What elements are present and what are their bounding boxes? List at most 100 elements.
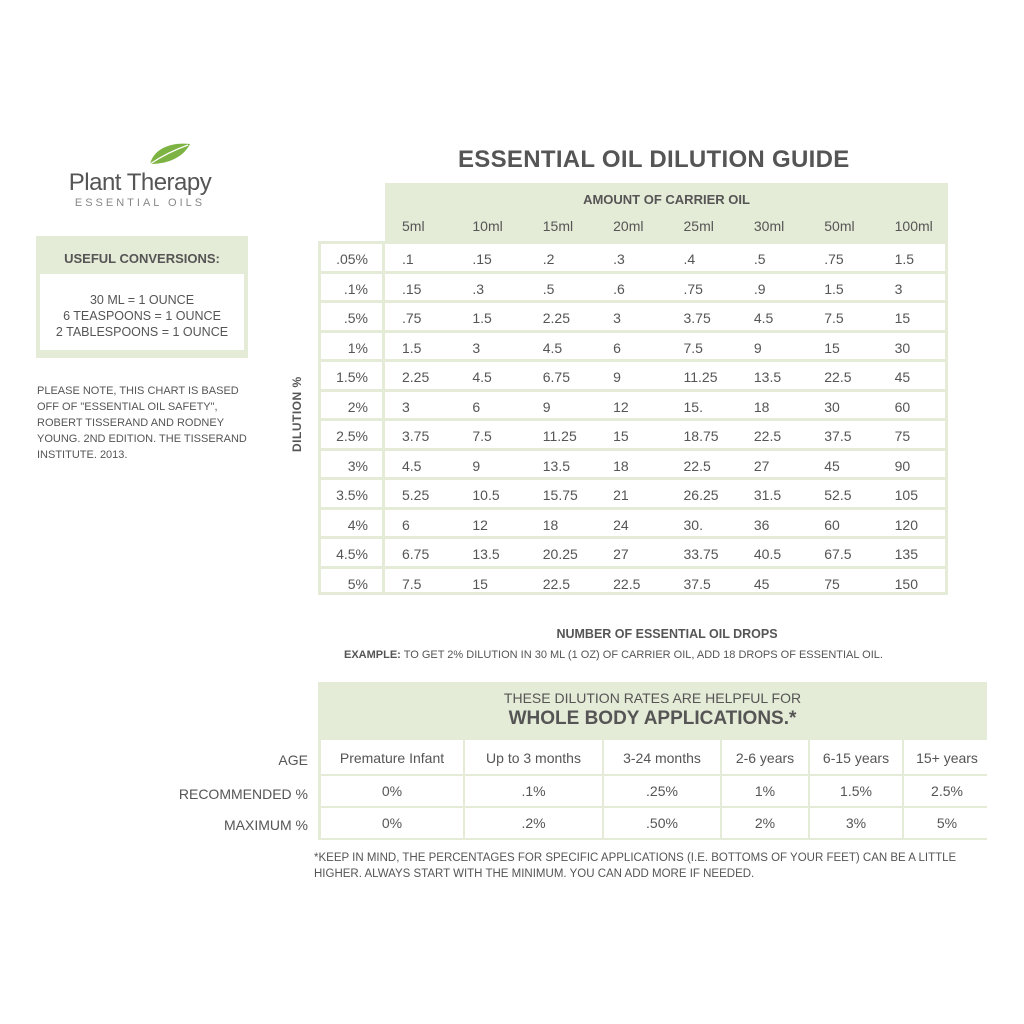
drops-label: NUMBER OF ESSENTIAL OIL DROPS: [556, 627, 778, 641]
drops-cell: 18: [525, 506, 597, 536]
drops-cell: .5: [736, 241, 808, 271]
drops-cell: 13.5: [455, 536, 526, 566]
drops-cell: 9: [736, 329, 808, 359]
maximum-cell: 5%: [904, 808, 990, 838]
dilution-row-label: 3.5%: [318, 477, 385, 507]
column-header: 25ml: [666, 215, 737, 241]
dilution-axis-label: DILUTION %: [290, 376, 304, 452]
recommended-cell: 1%: [722, 776, 808, 806]
drops-cell: 22.5: [807, 359, 878, 389]
drops-cell: 9: [455, 447, 526, 477]
source-note: PLEASE NOTE, THIS CHART IS BASED OFF OF …: [37, 385, 247, 461]
drops-cell: .3: [455, 270, 526, 300]
recommended-cell: 2.5%: [904, 776, 990, 806]
drops-cell: 105: [877, 477, 948, 507]
age-cell: Premature Infant: [321, 740, 463, 774]
drops-cell: 27: [596, 536, 667, 566]
carrier-oil-header: AMOUNT OF CARRIER OIL: [385, 183, 948, 215]
drops-cell: 3: [455, 329, 526, 359]
drops-cell: 1.5: [807, 270, 878, 300]
dilution-row-label: .05%: [318, 241, 385, 271]
dilution-row-label: 1%: [318, 329, 385, 359]
drops-cell: 60: [807, 506, 878, 536]
column-header: 50ml: [807, 215, 878, 241]
drops-cell: 22.5: [666, 447, 737, 477]
drops-cell: 1.5: [877, 241, 948, 271]
drops-cell: .15: [385, 270, 456, 300]
column-header: 20ml: [596, 215, 667, 241]
dilution-row-label: 4.5%: [318, 536, 385, 566]
drops-cell: 75: [807, 565, 878, 595]
column-header: 5ml: [385, 215, 456, 241]
drops-cell: 18.75: [666, 418, 737, 448]
drops-cell: 26.25: [666, 477, 737, 507]
drops-cell: .15: [455, 241, 526, 271]
dilution-row-label: 1.5%: [318, 359, 385, 389]
footnote: *KEEP IN MIND, THE PERCENTAGES FOR SPECI…: [314, 852, 957, 880]
age-cell: 2-6 years: [722, 740, 808, 774]
drops-cell: 30: [807, 388, 878, 418]
column-header: 30ml: [736, 215, 808, 241]
drops-cell: 3: [385, 388, 456, 418]
drops-cell: 4.5: [385, 447, 456, 477]
column-header: 15ml: [525, 215, 597, 241]
drops-cell: 1.5: [385, 329, 456, 359]
useful-conversions-box: USEFUL CONVERSIONS: 30 ML = 1 OUNCE 6 TE…: [36, 236, 248, 358]
age-row-label: AGE: [278, 752, 308, 768]
drops-cell: 45: [736, 565, 808, 595]
dilution-row-label: .5%: [318, 300, 385, 330]
drops-cell: 90: [877, 447, 948, 477]
drops-cell: .9: [736, 270, 808, 300]
drops-cell: 18: [596, 447, 667, 477]
conversion-line: 30 ML = 1 OUNCE: [89, 293, 195, 307]
dilution-row-label: 4%: [318, 506, 385, 536]
drops-cell: 3: [596, 300, 667, 330]
leaf-icon: [149, 143, 190, 165]
age-cell: Up to 3 months: [465, 740, 602, 774]
drops-cell: 6: [455, 388, 526, 418]
drops-cell: 36: [736, 506, 808, 536]
drops-cell: 6: [385, 506, 456, 536]
drops-cell: 75: [877, 418, 948, 448]
drops-cell: .3: [596, 241, 667, 271]
age-table-heading: THESE DILUTION RATES ARE HELPFUL FOR: [503, 690, 802, 706]
drops-cell: 11.25: [666, 359, 737, 389]
dilution-row-label: 2%: [318, 388, 385, 418]
drops-cell: 22.5: [596, 565, 667, 595]
maximum-cell: .2%: [465, 808, 602, 838]
drops-cell: 13.5: [525, 447, 597, 477]
dilution-row-label: 5%: [318, 565, 385, 595]
drops-cell: 27: [736, 447, 808, 477]
drops-cell: 22.5: [736, 418, 808, 448]
drops-cell: 5.25: [385, 477, 456, 507]
age-table-subheading: WHOLE BODY APPLICATIONS.*: [508, 708, 797, 729]
drops-cell: 37.5: [807, 418, 878, 448]
drops-cell: 6: [596, 329, 667, 359]
drops-cell: 3: [877, 270, 948, 300]
drops-cell: 7.5: [807, 300, 878, 330]
drops-cell: 52.5: [807, 477, 878, 507]
drops-cell: 2.25: [525, 300, 597, 330]
drops-cell: 3.75: [666, 300, 737, 330]
column-header: 100ml: [877, 215, 948, 241]
dilution-row-label: .1%: [318, 270, 385, 300]
drops-cell: .2: [525, 241, 597, 271]
drops-cell: 6.75: [385, 536, 456, 566]
drops-cell: .75: [666, 270, 737, 300]
plant-therapy-logo: Plant Therapy ESSENTIAL OILS: [40, 140, 240, 209]
drops-cell: 30: [877, 329, 948, 359]
drops-cell: 15: [807, 329, 878, 359]
drops-cell: 15.75: [525, 477, 597, 507]
drops-cell: .75: [807, 241, 878, 271]
maximum-cell: .50%: [604, 808, 720, 838]
recommended-cell: .25%: [604, 776, 720, 806]
dilution-row-label: 2.5%: [318, 418, 385, 448]
brand-name: Plant Therapy: [68, 169, 212, 196]
recommended-cell: .1%: [465, 776, 602, 806]
drops-cell: 15: [596, 418, 667, 448]
example-text: EXAMPLE: TO GET 2% DILUTION IN 30 ML (1 …: [344, 649, 883, 661]
drops-cell: 31.5: [736, 477, 808, 507]
drops-cell: 135: [877, 536, 948, 566]
dilution-row-label: 3%: [318, 447, 385, 477]
drops-cell: 45: [807, 447, 878, 477]
